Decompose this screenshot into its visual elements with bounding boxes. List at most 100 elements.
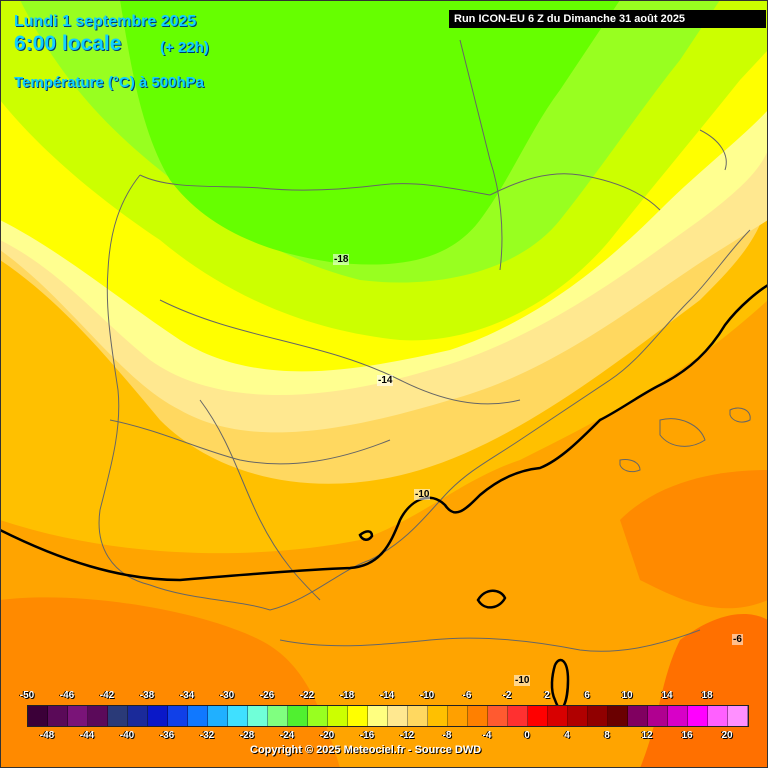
legend-swatch xyxy=(248,706,268,726)
legend-tick-lower: -36 xyxy=(159,730,175,741)
legend-swatch xyxy=(28,706,48,726)
legend-swatch xyxy=(188,706,208,726)
legend-swatch xyxy=(628,706,648,726)
legend-swatch xyxy=(308,706,328,726)
legend-tick-upper: -42 xyxy=(99,690,115,701)
legend-swatch xyxy=(588,706,608,726)
legend-tick-lower: 0 xyxy=(524,730,530,741)
legend-swatch xyxy=(388,706,408,726)
legend-tick-upper: -18 xyxy=(339,690,355,701)
legend-tick-upper: -38 xyxy=(139,690,155,701)
legend-swatch xyxy=(648,706,668,726)
legend-swatch xyxy=(428,706,448,726)
isotherm-minus10-small xyxy=(358,530,374,541)
mallorca-island xyxy=(659,418,706,447)
legend-tick-lower: -4 xyxy=(482,730,492,741)
legend-upper-ticks: -50 -46 -42 -38 -34 -30 -26 -22 -18 -14 -10 -6 -2 2 6 1… xyxy=(0,690,768,704)
legend-tick-upper: -14 xyxy=(379,690,395,701)
band-minus18-fill xyxy=(120,0,620,265)
legend-tick-upper: -30 xyxy=(219,690,235,701)
legend-swatch xyxy=(688,706,708,726)
forecast-date: Lundi 1 septembre 2025 xyxy=(14,13,197,30)
legend-tick-upper: 6 xyxy=(584,690,590,701)
legend-tick-upper: 10 xyxy=(621,690,633,701)
legend-tick-lower: -44 xyxy=(79,730,95,741)
legend-swatch xyxy=(148,706,168,726)
legend-swatch xyxy=(448,706,468,726)
internal-border-1 xyxy=(159,299,521,405)
legend-tick-lower: -24 xyxy=(279,730,295,741)
parameter-title: Température (°C) à 500hPa xyxy=(14,74,204,91)
legend-tick-upper: -10 xyxy=(419,690,435,701)
menorca-island xyxy=(729,407,751,423)
isotherm-label-minus10-south: -10 xyxy=(514,675,531,686)
legend-tick-lower: 8 xyxy=(604,730,610,741)
model-run-info: Run ICON-EU 6 Z du Dimanche 31 août 2025 xyxy=(449,10,766,28)
legend-tick-lower: -20 xyxy=(319,730,335,741)
legend-tick-lower: 4 xyxy=(564,730,570,741)
internal-border-3 xyxy=(109,419,391,465)
north-africa-coast xyxy=(279,629,701,652)
legend-swatch xyxy=(88,706,108,726)
legend-swatch xyxy=(348,706,368,726)
legend-swatch xyxy=(368,706,388,726)
isotherm-label-minus6: -6 xyxy=(732,634,743,645)
isotherm-label-minus14: -14 xyxy=(377,375,394,386)
legend-tick-lower: 20 xyxy=(721,730,733,741)
legend-tick-lower: -16 xyxy=(359,730,375,741)
legend-swatch xyxy=(548,706,568,726)
legend-tick-upper: -2 xyxy=(502,690,512,701)
legend-tick-upper: -46 xyxy=(59,690,75,701)
legend-swatch xyxy=(328,706,348,726)
north-spain-coast xyxy=(139,174,491,196)
legend-swatch xyxy=(668,706,688,726)
france-river-border xyxy=(459,39,503,271)
legend-swatch xyxy=(108,706,128,726)
legend-colorbar xyxy=(27,705,749,727)
legend-swatch xyxy=(408,706,428,726)
legend-swatch xyxy=(608,706,628,726)
legend-tick-upper: -26 xyxy=(259,690,275,701)
isotherm-label-minus10: -10 xyxy=(414,489,431,500)
isotherm-contours xyxy=(0,283,768,710)
legend-swatch xyxy=(208,706,228,726)
band-minus4-fill xyxy=(640,614,768,768)
alps-border xyxy=(699,129,727,171)
legend-swatch xyxy=(168,706,188,726)
legend-tick-upper: -6 xyxy=(462,690,472,701)
legend-tick-upper: 14 xyxy=(661,690,673,701)
legend-tick-lower: -40 xyxy=(119,730,135,741)
forecast-time: 6:00 locale xyxy=(14,32,122,55)
legend-swatch xyxy=(228,706,248,726)
isotherm-minus10 xyxy=(0,283,768,582)
legend-swatch xyxy=(288,706,308,726)
coastlines xyxy=(98,39,751,652)
legend-tick-upper: -50 xyxy=(19,690,35,701)
legend-swatch xyxy=(268,706,288,726)
legend-swatch xyxy=(488,706,508,726)
legend-tick-lower: 16 xyxy=(681,730,693,741)
ibiza-island xyxy=(619,459,641,473)
legend-tick-lower: -28 xyxy=(239,730,255,741)
legend-tick-upper: -22 xyxy=(299,690,315,701)
legend-swatch xyxy=(48,706,68,726)
legend-tick-upper: -34 xyxy=(179,690,195,701)
isotherm-minus10-closed xyxy=(476,589,507,609)
legend-tick-lower: 12 xyxy=(641,730,653,741)
legend-swatch xyxy=(708,706,728,726)
portugal-coast xyxy=(98,174,271,611)
band-minus6-fill-east xyxy=(620,470,768,609)
legend-swatch xyxy=(728,706,748,726)
french-border xyxy=(489,173,661,211)
legend-tick-lower: -12 xyxy=(399,730,415,741)
legend-tick-upper: 18 xyxy=(701,690,713,701)
internal-border-2 xyxy=(199,399,321,601)
east-spain-coast xyxy=(269,229,751,611)
legend-swatch xyxy=(528,706,548,726)
legend-tick-upper: 2 xyxy=(544,690,550,701)
legend-swatch xyxy=(468,706,488,726)
isotherm-label-minus18: -18 xyxy=(333,254,350,265)
legend-swatch xyxy=(128,706,148,726)
